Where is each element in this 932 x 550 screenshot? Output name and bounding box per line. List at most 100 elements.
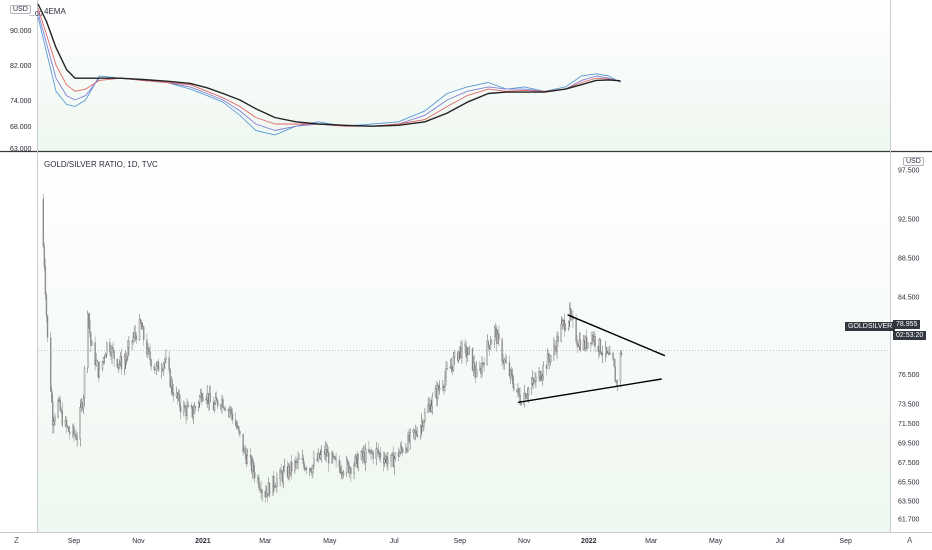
indicator-currency-badge[interactable]: USD	[10, 5, 31, 14]
upper-trendline[interactable]	[567, 314, 666, 357]
candle-body	[393, 458, 395, 468]
candle-body	[437, 385, 440, 390]
candle-body	[43, 246, 46, 267]
candle-body	[532, 378, 534, 384]
candle-body	[615, 381, 617, 383]
candle-body	[148, 348, 150, 352]
candle-body	[205, 398, 207, 401]
trendlines[interactable]	[517, 314, 666, 404]
candle-body	[414, 430, 417, 433]
candle-body	[118, 362, 121, 365]
candle-body	[187, 405, 189, 407]
auto-scale-button[interactable]: A	[907, 536, 913, 545]
candle	[489, 335, 492, 350]
candle	[487, 339, 490, 351]
candle-body	[139, 319, 142, 323]
candle	[498, 325, 500, 346]
candle-body	[296, 461, 298, 463]
candle-body	[483, 362, 485, 365]
candle	[169, 367, 171, 389]
indicator-pane[interactable]	[37, 0, 890, 151]
candle-body	[591, 334, 593, 345]
candle-body	[385, 456, 387, 460]
candle	[104, 352, 107, 358]
candle	[261, 488, 263, 502]
price-pane[interactable]	[37, 152, 890, 532]
candle-body	[163, 363, 165, 370]
candle	[124, 353, 126, 376]
candle	[312, 464, 314, 479]
price-y-tick: 61.700	[898, 516, 920, 523]
candle-body	[576, 341, 578, 347]
candle-body	[304, 468, 307, 470]
candle-body	[146, 339, 148, 355]
candle-body	[459, 346, 461, 352]
candle-body	[89, 319, 91, 333]
candle-body	[52, 401, 54, 426]
candle-body	[526, 394, 529, 397]
candle	[387, 451, 389, 471]
candle	[350, 466, 352, 482]
candle-body	[608, 352, 610, 355]
candle-body	[110, 351, 112, 357]
candle-body	[365, 448, 367, 463]
candle	[563, 313, 566, 337]
candle	[90, 331, 92, 353]
time-x-tick: Mar	[645, 538, 658, 545]
candle	[268, 481, 271, 498]
candle-body	[341, 472, 344, 475]
indicator-title[interactable]: 4EMA	[44, 7, 66, 16]
candle	[427, 397, 429, 414]
candle-body	[579, 339, 581, 350]
candle-body	[377, 449, 380, 454]
lower-trendline[interactable]	[517, 378, 662, 404]
candle	[481, 355, 483, 378]
price-y-tick: 76.500	[898, 372, 920, 379]
candle-body	[531, 383, 533, 389]
candle	[476, 361, 478, 378]
candle-body	[356, 454, 358, 468]
candle	[209, 385, 211, 403]
zoom-button[interactable]: Z	[14, 536, 19, 545]
candle-body	[585, 336, 588, 348]
main-chart-title[interactable]: GOLD/SILVER RATIO, 1D, TVC	[44, 160, 158, 169]
candle-body	[157, 361, 160, 372]
price-currency-badge[interactable]: USD	[903, 157, 924, 166]
candle-body	[206, 393, 208, 401]
time-x-tick: Sep	[68, 538, 81, 545]
candle-body	[570, 308, 572, 316]
candle-body	[554, 345, 556, 348]
candle	[508, 355, 511, 379]
candle	[576, 335, 578, 354]
candle	[87, 310, 89, 374]
candle-body	[318, 452, 320, 459]
candle-body	[361, 451, 364, 457]
candle-body	[609, 352, 611, 355]
price-y-tick: 92.500	[898, 216, 920, 223]
candle-body	[295, 461, 297, 463]
candle	[346, 455, 348, 478]
candle	[96, 359, 98, 363]
candle	[83, 365, 86, 407]
candle-body	[245, 454, 247, 464]
candle-body	[539, 371, 541, 381]
candle	[409, 428, 411, 451]
bar-countdown-tag: 02:53:20	[893, 331, 927, 340]
candle	[446, 361, 448, 371]
last-price-tag: 78.955	[893, 320, 921, 329]
candle	[494, 325, 496, 348]
candle	[95, 353, 97, 367]
candle-body	[436, 385, 439, 400]
candle-body	[81, 403, 84, 409]
candle	[224, 405, 226, 412]
candle-body	[53, 420, 55, 426]
candle	[191, 406, 194, 421]
candle	[172, 384, 174, 402]
candle	[75, 428, 77, 441]
candle-body	[310, 468, 312, 472]
candle-body	[281, 473, 283, 482]
candle	[335, 452, 337, 468]
candle	[116, 358, 118, 369]
candle	[444, 370, 446, 392]
